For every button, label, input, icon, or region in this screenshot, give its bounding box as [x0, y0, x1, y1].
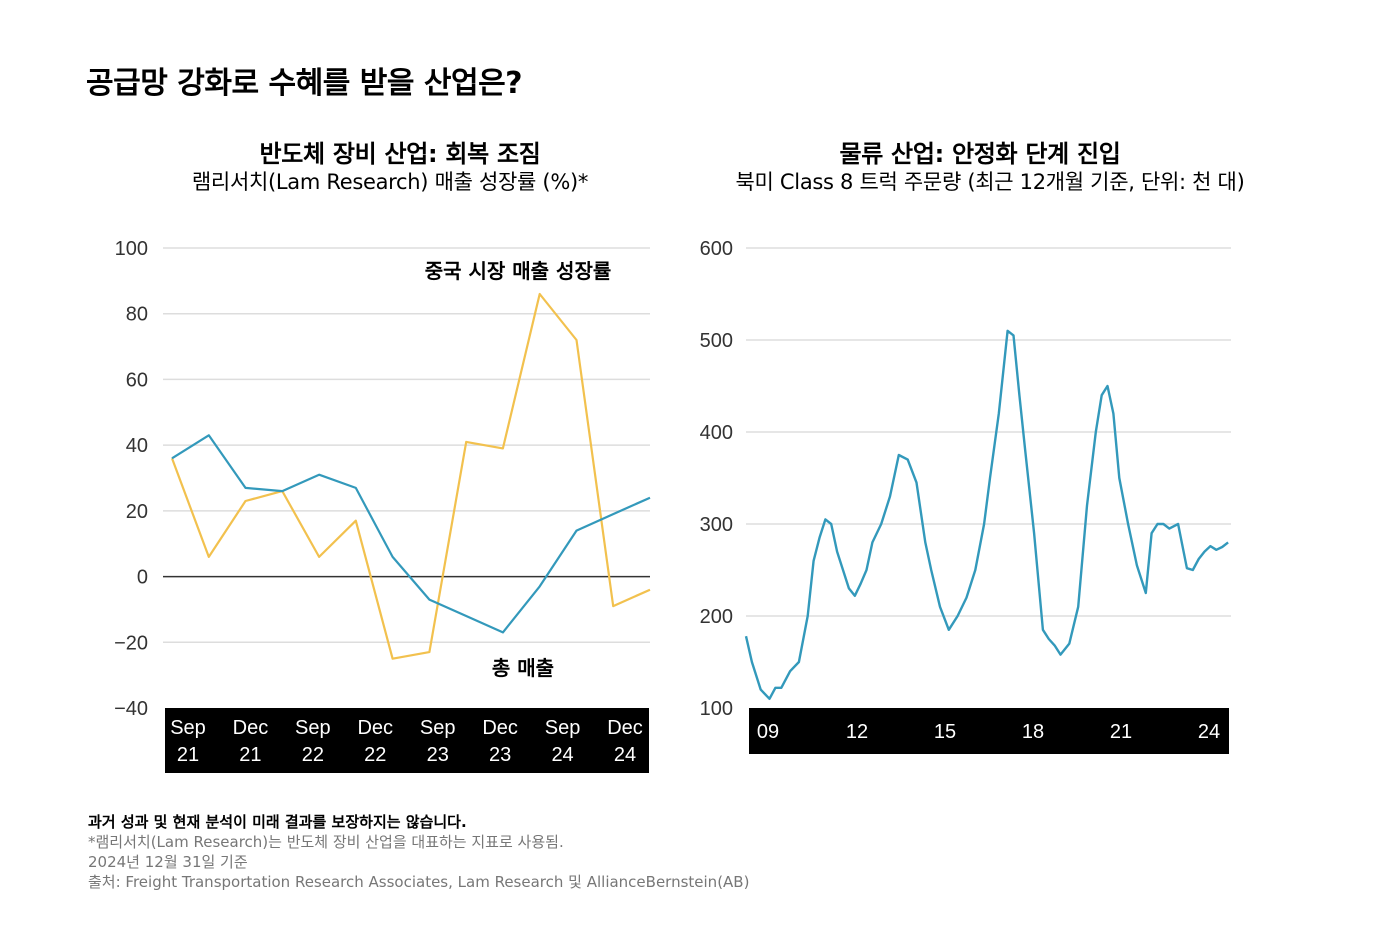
x-tick-label: 24	[614, 744, 636, 766]
x-axis-band	[165, 708, 649, 773]
x-tick-label: 15	[934, 721, 956, 743]
x-tick-label: 24	[551, 744, 573, 766]
total-series-label: 총 매출	[492, 656, 554, 680]
y-tick-label: 80	[126, 304, 148, 326]
y-tick-label: 600	[700, 238, 733, 260]
truck-orders-line	[744, 329, 1229, 700]
y-tick-label: −20	[114, 632, 148, 654]
page-title: 공급망 강화로 수혜를 받을 산업은?	[86, 66, 523, 101]
y-tick-label: 60	[126, 369, 148, 391]
right-chart-subtitle: 북미 Class 8 트럭 주문량 (최근 12개월 기준, 단위: 천 대)	[735, 170, 1245, 194]
x-tick-label: Sep	[420, 717, 456, 739]
china-revenue-line	[170, 292, 651, 660]
x-tick-label: 21	[1110, 721, 1132, 743]
x-tick-label: 12	[846, 721, 868, 743]
footer-note: *램리서치(Lam Research)는 반도체 장비 산업을 대표하는 지표로…	[88, 833, 564, 851]
x-tick-label: 24	[1198, 721, 1220, 743]
footer-as-of-date: 2024년 12월 31일 기준	[88, 853, 248, 871]
x-tick-label: 23	[427, 744, 449, 766]
x-tick-label: 21	[177, 744, 199, 766]
y-tick-label: 100	[700, 698, 733, 720]
x-tick-label: 21	[239, 744, 261, 766]
x-tick-label: Dec	[482, 717, 518, 739]
y-tick-label: 300	[700, 514, 733, 536]
x-tick-label: Sep	[170, 717, 206, 739]
y-tick-label: 500	[700, 330, 733, 352]
footer-source: 출처: Freight Transportation Research Asso…	[88, 873, 750, 891]
x-tick-label: Sep	[295, 717, 331, 739]
y-tick-label: −40	[114, 698, 148, 720]
y-tick-label: 200	[700, 606, 733, 628]
x-tick-label: 22	[302, 744, 324, 766]
y-tick-label: 20	[126, 501, 148, 523]
total-revenue-line	[171, 434, 651, 634]
x-tick-label: Dec	[233, 717, 269, 739]
x-tick-label: 18	[1022, 721, 1044, 743]
x-tick-label: 23	[489, 744, 511, 766]
left-chart-title: 반도체 장비 산업: 회복 조짐	[259, 140, 541, 168]
x-axis-band	[749, 708, 1229, 754]
y-tick-label: 0	[137, 567, 148, 589]
left-chart-subtitle: 램리서치(Lam Research) 매출 성장률 (%)*	[191, 170, 589, 194]
x-tick-label: Dec	[357, 717, 393, 739]
x-tick-label: 09	[757, 721, 779, 743]
x-tick-label: Dec	[607, 717, 643, 739]
y-tick-label: 400	[700, 422, 733, 444]
y-tick-label: 40	[126, 435, 148, 457]
china-series-label: 중국 시장 매출 성장률	[425, 259, 612, 283]
y-tick-label: 100	[115, 238, 148, 260]
x-tick-label: Sep	[545, 717, 581, 739]
x-tick-label: 22	[364, 744, 386, 766]
right-chart-title: 물류 산업: 안정화 단계 진입	[839, 140, 1121, 168]
footer-disclaimer: 과거 성과 및 현재 분석이 미래 결과를 보장하지는 않습니다.	[88, 813, 467, 831]
